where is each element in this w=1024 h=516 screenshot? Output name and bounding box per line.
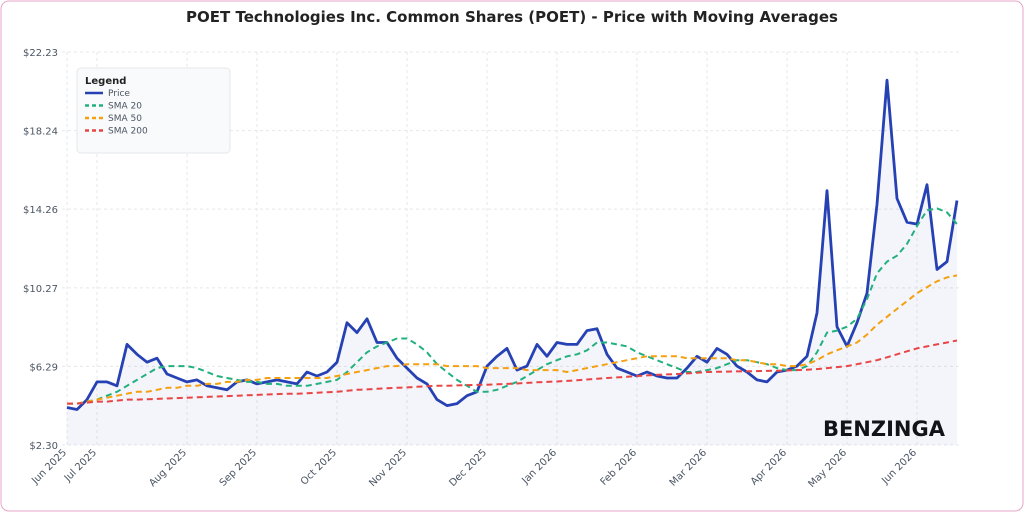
series-line xyxy=(66,78,959,411)
series-line xyxy=(67,339,958,405)
price-area xyxy=(67,80,957,445)
chart-title: POET Technologies Inc. Common Shares (PO… xyxy=(186,8,838,26)
y-tick-label: $10.27 xyxy=(23,284,58,295)
legend-label: SMA 20 xyxy=(108,102,142,112)
y-tick-label: $18.24 xyxy=(23,127,58,138)
legend-label: SMA 200 xyxy=(108,127,148,137)
y-tick-label: $6.29 xyxy=(29,362,58,373)
legend-title: Legend xyxy=(85,76,126,87)
legend-box xyxy=(76,67,231,154)
legend-label: Price xyxy=(108,89,130,99)
legend: Legend Price SMA 20 SMA 50 SMA 200 xyxy=(76,67,231,154)
y-tick-label: $22.23 xyxy=(23,48,58,59)
watermark: BENZINGA xyxy=(823,417,946,441)
legend-label: SMA 50 xyxy=(108,114,142,124)
series-line xyxy=(67,274,958,405)
y-tick-label: $2.30 xyxy=(29,441,58,452)
y-tick-label: $14.26 xyxy=(23,205,58,216)
